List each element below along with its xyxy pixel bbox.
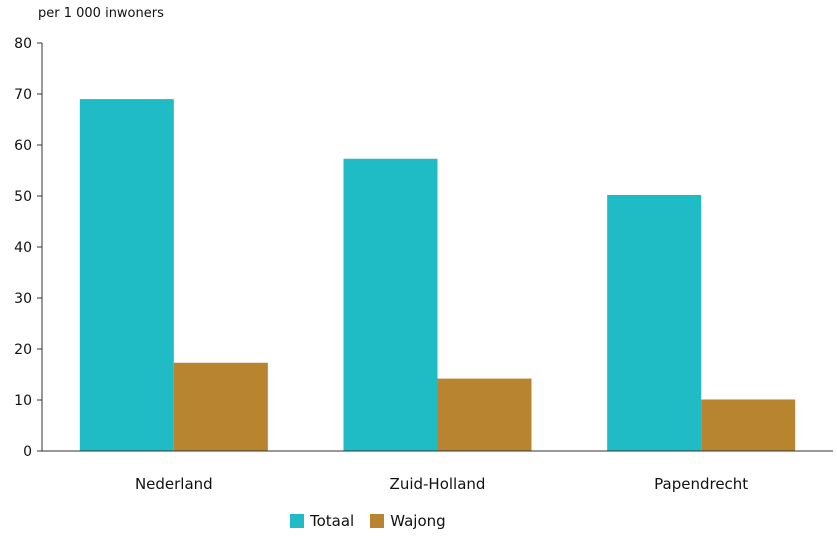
bar-totaal-nederland xyxy=(79,99,174,451)
legend-item-wajong: Wajong xyxy=(370,512,446,530)
y-axis-unit-label: per 1 000 inwoners xyxy=(38,6,164,21)
x-category-label: Nederland xyxy=(135,475,213,493)
y-tick-label: 70 xyxy=(14,87,32,103)
legend-item-totaal: Totaal xyxy=(290,512,354,530)
y-tick-label: 30 xyxy=(14,291,32,307)
y-tick-label: 20 xyxy=(14,342,32,358)
y-tick-label: 10 xyxy=(14,393,32,409)
legend-label-totaal: Totaal xyxy=(310,512,355,530)
legend-label-wajong: Wajong xyxy=(390,512,446,530)
y-tick-label: 40 xyxy=(14,240,32,256)
bar-wajong-nederland xyxy=(173,362,268,451)
chart-legend: Totaal Wajong xyxy=(290,512,462,530)
y-tick-label: 80 xyxy=(14,36,32,52)
x-category-label: Papendrecht xyxy=(654,475,748,493)
bar-totaal-papendrecht xyxy=(607,194,702,452)
legend-swatch-wajong xyxy=(370,514,385,528)
legend-swatch-totaal xyxy=(290,514,304,528)
bar-wajong-zuid-holland xyxy=(437,378,532,451)
bar-totaal-zuid-holland xyxy=(343,158,438,451)
y-tick-label: 50 xyxy=(14,189,32,205)
y-tick-label: 60 xyxy=(14,138,32,154)
x-category-label: Zuid-Holland xyxy=(390,475,486,493)
bar-wajong-papendrecht xyxy=(701,399,796,451)
y-tick-label: 0 xyxy=(23,444,32,460)
